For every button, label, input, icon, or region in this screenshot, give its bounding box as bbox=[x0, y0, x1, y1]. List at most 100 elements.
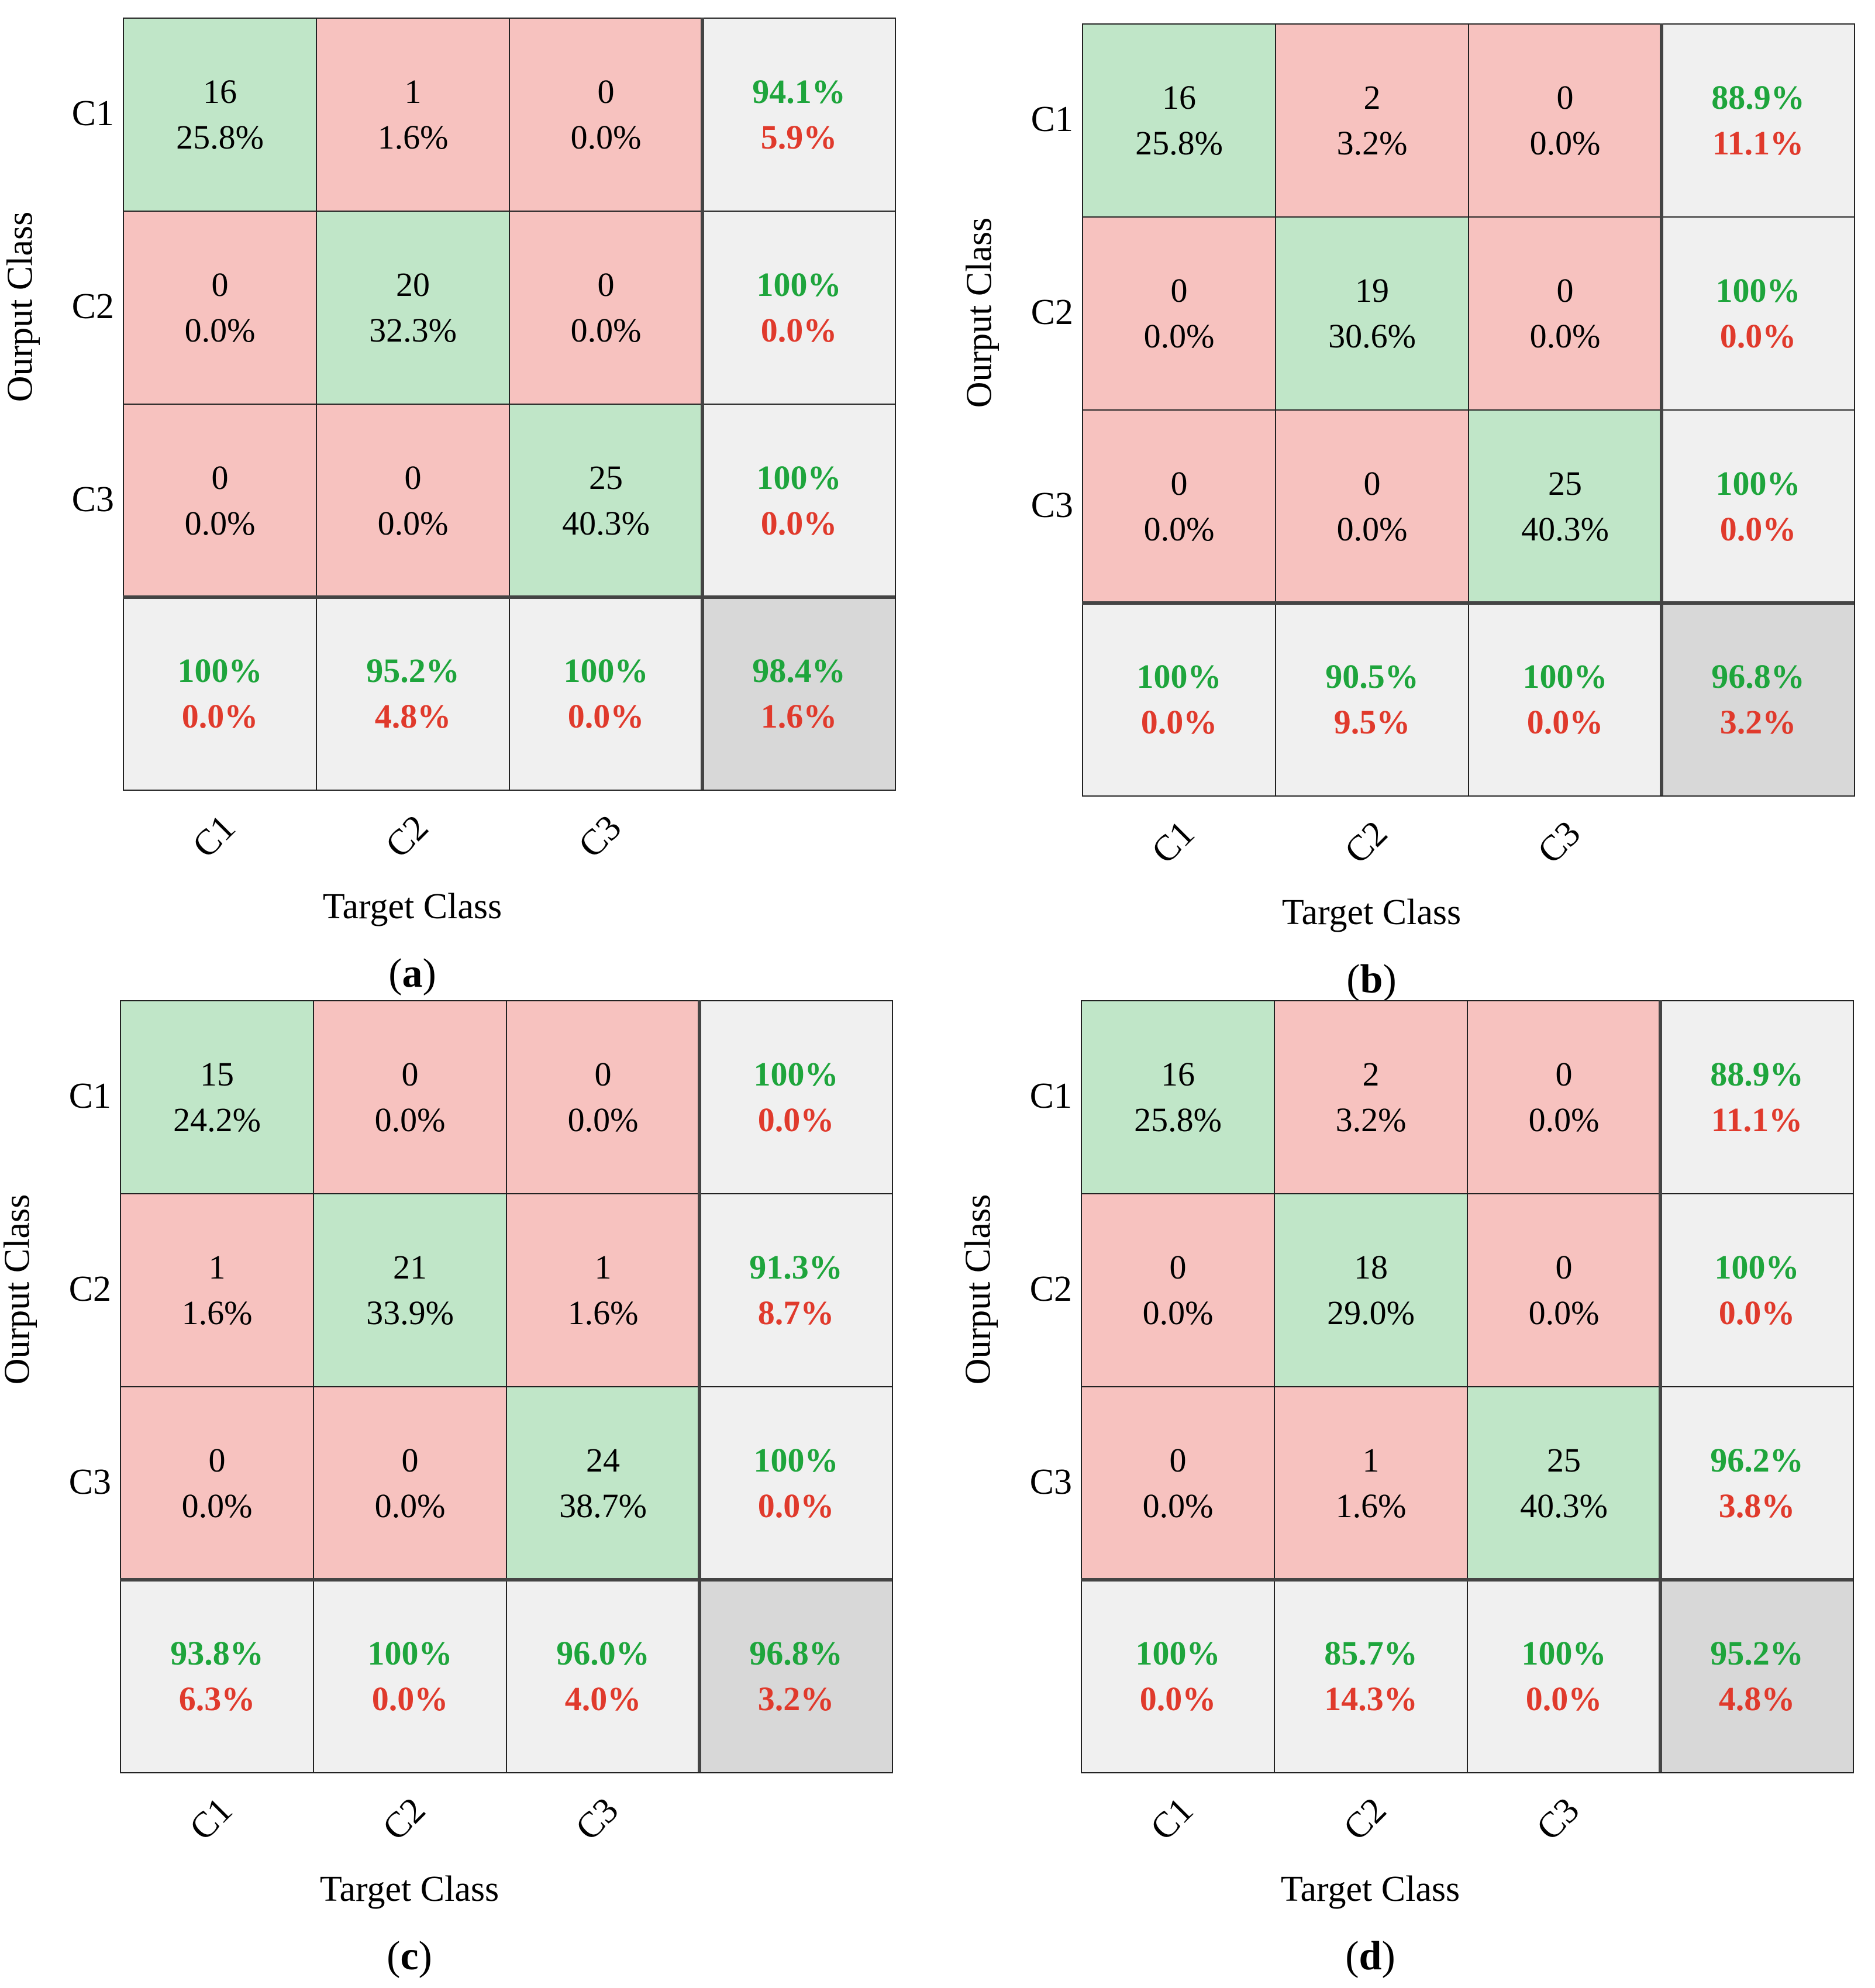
matrix-grid: 16 25.8% 2 3.2% 0 0.0% 88.9% 11.1% 0 0.0% 18 29.0% 0… bbox=[1081, 1000, 1854, 1773]
cell-count: 0 bbox=[1555, 1248, 1573, 1286]
matrix-grid: 16 25.8% 2 3.2% 0 0.0% 88.9% 11.1% 0 0.0% 19 30.6% 0… bbox=[1082, 23, 1855, 797]
row-class-label: C3 bbox=[1030, 485, 1073, 525]
y-axis-title: Ourput Class bbox=[0, 211, 40, 402]
overall-accuracy-cell: 96.8% 3.2% bbox=[699, 1579, 893, 1773]
row-error: 0.0% bbox=[1719, 510, 1797, 548]
matrix-cell: 0 0.0% bbox=[313, 1000, 507, 1194]
row-summary-cell: 88.9% 11.1% bbox=[1661, 23, 1855, 218]
row-error: 0.0% bbox=[757, 1101, 835, 1139]
column-recall: 100% bbox=[177, 652, 263, 690]
matrix-cell: 18 29.0% bbox=[1274, 1193, 1468, 1387]
column-class-label: C3 bbox=[568, 1790, 626, 1848]
row-precision: 100% bbox=[756, 459, 842, 497]
row-precision: 88.9% bbox=[1711, 78, 1805, 116]
row-precision: 100% bbox=[1715, 464, 1801, 502]
row-precision: 94.1% bbox=[752, 73, 846, 111]
cell-percent: 1.6% bbox=[181, 1294, 253, 1332]
panel-caption: (d) bbox=[1345, 1934, 1395, 1979]
cell-percent: 0.0% bbox=[184, 311, 256, 349]
matrix-cell: 0 0.0% bbox=[1081, 1386, 1275, 1580]
x-axis-title: Target Class bbox=[322, 887, 502, 926]
panel-caption-letter: a bbox=[402, 951, 423, 996]
cell-count: 0 bbox=[404, 459, 422, 497]
overall-error: 1.6% bbox=[760, 697, 837, 735]
cell-percent: 38.7% bbox=[559, 1487, 647, 1525]
overall-accuracy-cell: 96.8% 3.2% bbox=[1661, 602, 1855, 797]
column-error: 9.5% bbox=[1333, 703, 1411, 741]
cell-count: 1 bbox=[1362, 1441, 1380, 1479]
overall-accuracy: 96.8% bbox=[749, 1634, 843, 1672]
cell-count: 20 bbox=[396, 266, 430, 304]
cell-percent: 1.6% bbox=[567, 1294, 639, 1332]
row-error: 8.7% bbox=[757, 1294, 835, 1332]
cell-count: 1 bbox=[404, 73, 422, 111]
row-class-label: C2 bbox=[71, 287, 114, 326]
matrix-cell: 0 0.0% bbox=[506, 1000, 700, 1194]
column-error: 6.3% bbox=[178, 1680, 256, 1718]
column-class-label: C3 bbox=[1530, 813, 1588, 871]
matrix-cell: 24 38.7% bbox=[506, 1386, 700, 1580]
cell-percent: 24.2% bbox=[173, 1101, 261, 1139]
summary-separator-horizontal bbox=[120, 1578, 892, 1582]
matrix-cell: 0 0.0% bbox=[123, 404, 317, 598]
cell-percent: 0.0% bbox=[570, 311, 642, 349]
cell-percent: 40.3% bbox=[1520, 1487, 1608, 1525]
row-precision: 100% bbox=[753, 1441, 839, 1479]
overall-error: 3.2% bbox=[1719, 703, 1797, 741]
row-error: 5.9% bbox=[760, 118, 837, 156]
column-summary-cell: 100% 0.0% bbox=[313, 1579, 507, 1773]
overall-accuracy: 98.4% bbox=[752, 652, 846, 690]
cell-percent: 0.0% bbox=[1143, 317, 1215, 355]
column-class-label: C2 bbox=[375, 1790, 433, 1848]
row-class-label: C2 bbox=[1030, 292, 1073, 332]
row-summary-cell: 94.1% 5.9% bbox=[702, 18, 896, 212]
row-summary-cell: 100% 0.0% bbox=[699, 1386, 893, 1580]
cell-count: 0 bbox=[401, 1055, 419, 1093]
cell-percent: 0.0% bbox=[567, 1101, 639, 1139]
cell-count: 0 bbox=[211, 266, 229, 304]
matrix-cell: 0 0.0% bbox=[509, 18, 703, 212]
panel-caption-letter: c bbox=[400, 1934, 419, 1979]
column-recall: 85.7% bbox=[1324, 1634, 1418, 1672]
row-precision: 88.9% bbox=[1710, 1055, 1804, 1093]
row-summary-cell: 100% 0.0% bbox=[1660, 1193, 1854, 1387]
cell-percent: 25.8% bbox=[1134, 1101, 1222, 1139]
cell-percent: 32.3% bbox=[369, 311, 457, 349]
matrix-cell: 25 40.3% bbox=[509, 404, 703, 598]
cell-count: 0 bbox=[594, 1055, 612, 1093]
column-recall: 95.2% bbox=[366, 652, 460, 690]
row-class-label: C2 bbox=[68, 1269, 111, 1309]
cell-count: 0 bbox=[1170, 464, 1188, 502]
cell-percent: 0.0% bbox=[1143, 510, 1215, 548]
cell-count: 0 bbox=[1556, 78, 1574, 116]
column-summary-cell: 95.2% 4.8% bbox=[316, 597, 510, 791]
row-precision: 96.2% bbox=[1710, 1441, 1804, 1479]
row-precision: 100% bbox=[1715, 271, 1801, 309]
column-class-label: C1 bbox=[182, 1790, 240, 1848]
row-class-label: C1 bbox=[68, 1076, 111, 1116]
overall-error: 4.8% bbox=[1718, 1680, 1795, 1718]
matrix-cell: 16 25.8% bbox=[1081, 1000, 1275, 1194]
row-error: 11.1% bbox=[1712, 124, 1804, 162]
column-summary-cell: 96.0% 4.0% bbox=[506, 1579, 700, 1773]
column-summary-cell: 100% 0.0% bbox=[1082, 602, 1276, 797]
column-recall: 100% bbox=[1522, 657, 1608, 695]
row-summary-cell: 100% 0.0% bbox=[699, 1000, 893, 1194]
column-error: 0.0% bbox=[567, 697, 644, 735]
matrix-cell: 0 0.0% bbox=[123, 211, 317, 405]
panel-caption-letter: b bbox=[1360, 957, 1383, 1002]
cell-percent: 0.0% bbox=[1529, 124, 1601, 162]
y-axis-title: Ourput Class bbox=[0, 1194, 37, 1385]
matrix-cell: 0 0.0% bbox=[1467, 1193, 1661, 1387]
cell-count: 0 bbox=[211, 459, 229, 497]
cell-percent: 0.0% bbox=[1142, 1294, 1214, 1332]
column-summary-cell: 90.5% 9.5% bbox=[1275, 602, 1469, 797]
cell-count: 25 bbox=[1547, 1441, 1581, 1479]
cell-percent: 0.0% bbox=[184, 504, 256, 542]
column-error: 0.0% bbox=[371, 1680, 449, 1718]
cell-percent: 0.0% bbox=[1336, 510, 1408, 548]
cell-count: 0 bbox=[597, 73, 615, 111]
column-class-label: C1 bbox=[185, 807, 243, 866]
matrix-cell: 0 0.0% bbox=[1275, 409, 1469, 604]
cell-percent: 0.0% bbox=[1529, 317, 1601, 355]
